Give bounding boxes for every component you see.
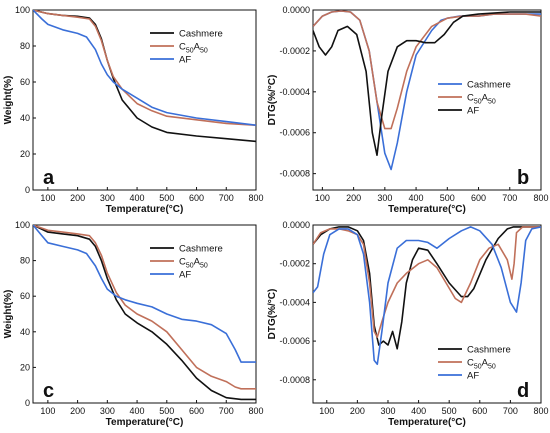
- x-tick-label: 100: [40, 193, 55, 203]
- y-tick-label: -0.0006: [279, 336, 310, 346]
- panel-letter: b: [517, 167, 529, 189]
- y-tick-label: 100: [15, 220, 30, 230]
- y-tick-label: -0.0004: [279, 87, 310, 97]
- panel-letter: a: [43, 167, 55, 189]
- x-tick-label: 800: [248, 406, 263, 416]
- y-tick-label: -0.0002: [279, 46, 310, 56]
- series-line-af: [313, 11, 541, 156]
- x-tick-label: 300: [100, 193, 115, 203]
- x-tick-label: 500: [442, 406, 457, 416]
- x-tick-label: 400: [130, 406, 145, 416]
- x-tick-label: 600: [471, 193, 486, 203]
- x-tick-label: 800: [533, 193, 548, 203]
- x-tick-label: 400: [409, 193, 424, 203]
- y-tick-label: 80: [20, 41, 30, 51]
- x-tick-label: 200: [350, 406, 365, 416]
- legend-label: Cashmere: [467, 80, 511, 91]
- y-tick-label: 0: [25, 398, 30, 408]
- x-tick-label: 600: [189, 406, 204, 416]
- x-tick-label: 600: [472, 406, 487, 416]
- x-tick-label: 100: [315, 193, 330, 203]
- x-tick-label: 600: [189, 193, 204, 203]
- x-tick-label: 200: [346, 193, 361, 203]
- legend-label: C50A50: [467, 93, 496, 106]
- plot-frame: [312, 9, 542, 191]
- y-tick-label: 40: [20, 327, 30, 337]
- legend-label: C50A50: [179, 42, 208, 55]
- x-tick-label: 500: [159, 406, 174, 416]
- panel-d-dtg-chart: 100 200 300 400 500 600 700 800 0.0000 -0.0002 -0.…: [267, 220, 549, 428]
- panel-letter: c: [43, 380, 54, 402]
- y-tick-label: 60: [20, 291, 30, 301]
- y-tick-label: 100: [15, 5, 30, 15]
- x-tick-label: 100: [40, 406, 55, 416]
- legend-label: AF: [179, 270, 191, 281]
- y-tick-label: 20: [20, 149, 30, 159]
- y-tick-label: 0: [25, 185, 30, 195]
- x-tick-label: 700: [219, 406, 234, 416]
- series-line-af: [33, 10, 256, 126]
- y-tick-label: -0.0008: [279, 169, 310, 179]
- series-line-c50a50: [33, 225, 256, 390]
- panel-b-dtg-chart: 100 200 300 400 500 600 700 800 0.0000 -0.0002 -0.…: [267, 5, 549, 215]
- legend-label: C50A50: [467, 358, 496, 371]
- y-tick-label: -0.0002: [279, 259, 310, 269]
- legend-label: Cashmere: [179, 244, 223, 255]
- x-tick-label: 800: [533, 406, 548, 416]
- x-axis-label: Temperature(°C): [106, 417, 184, 428]
- x-tick-label: 800: [248, 193, 263, 203]
- legend-label: Cashmere: [467, 345, 511, 356]
- panel-c-weight-chart: 100 200 300 400 500 600 700 800 0 20 40 60 80 100 Temp…: [3, 220, 264, 428]
- x-axis-label: Temperature(°C): [388, 204, 466, 215]
- x-tick-label: 500: [440, 193, 455, 203]
- series-line-cashmere: [313, 226, 541, 350]
- panel-letter: d: [517, 380, 529, 402]
- y-tick-label: 40: [20, 113, 30, 123]
- y-tick-label: 60: [20, 77, 30, 87]
- legend-label: AF: [467, 106, 479, 117]
- series-line-c50a50: [313, 226, 541, 339]
- y-tick-label: 80: [20, 256, 30, 266]
- y-tick-label: -0.0004: [279, 297, 310, 307]
- legend-label: AF: [179, 55, 191, 66]
- y-tick-label: 0.0000: [282, 5, 310, 15]
- x-tick-label: 200: [70, 406, 85, 416]
- x-tick-label: 700: [502, 193, 517, 203]
- x-tick-label: 100: [319, 406, 334, 416]
- plot-frame: [32, 224, 257, 404]
- x-tick-label: 700: [503, 406, 518, 416]
- y-axis-label: Weight(%): [3, 290, 14, 339]
- plot-frame: [32, 9, 257, 191]
- x-tick-label: 400: [130, 193, 145, 203]
- y-axis-label: DTG(%/°C): [267, 75, 278, 126]
- x-tick-label: 700: [219, 193, 234, 203]
- x-axis-label: Temperature(°C): [106, 204, 184, 215]
- series-line-af: [313, 226, 541, 366]
- y-tick-label: 20: [20, 362, 30, 372]
- legend-label: C50A50: [179, 257, 208, 270]
- y-tick-label: -0.0006: [279, 128, 310, 138]
- x-tick-label: 200: [70, 193, 85, 203]
- panel-a-weight-chart: 100 200 300 400 500 600 700 800 0 20 40 60 80 100 Temp…: [3, 5, 264, 215]
- series-line-c50a50: [313, 10, 541, 130]
- x-tick-label: 300: [380, 406, 395, 416]
- y-tick-label: -0.0008: [279, 375, 310, 385]
- x-tick-label: 500: [159, 193, 174, 203]
- y-axis-label: Weight(%): [3, 76, 14, 125]
- x-tick-label: 300: [377, 193, 392, 203]
- x-tick-label: 400: [411, 406, 426, 416]
- legend-label: Cashmere: [179, 29, 223, 40]
- y-tick-label: 0.0000: [282, 220, 310, 230]
- x-axis-label: Temperature(°C): [388, 417, 466, 428]
- plot-frame: [312, 224, 542, 404]
- x-tick-label: 300: [100, 406, 115, 416]
- y-axis-label: DTG(%/°C): [267, 289, 278, 340]
- series-line-c50a50: [33, 10, 256, 126]
- series-line-cashmere: [33, 225, 256, 401]
- legend-label: AF: [467, 371, 479, 382]
- series-line-af: [33, 225, 256, 363]
